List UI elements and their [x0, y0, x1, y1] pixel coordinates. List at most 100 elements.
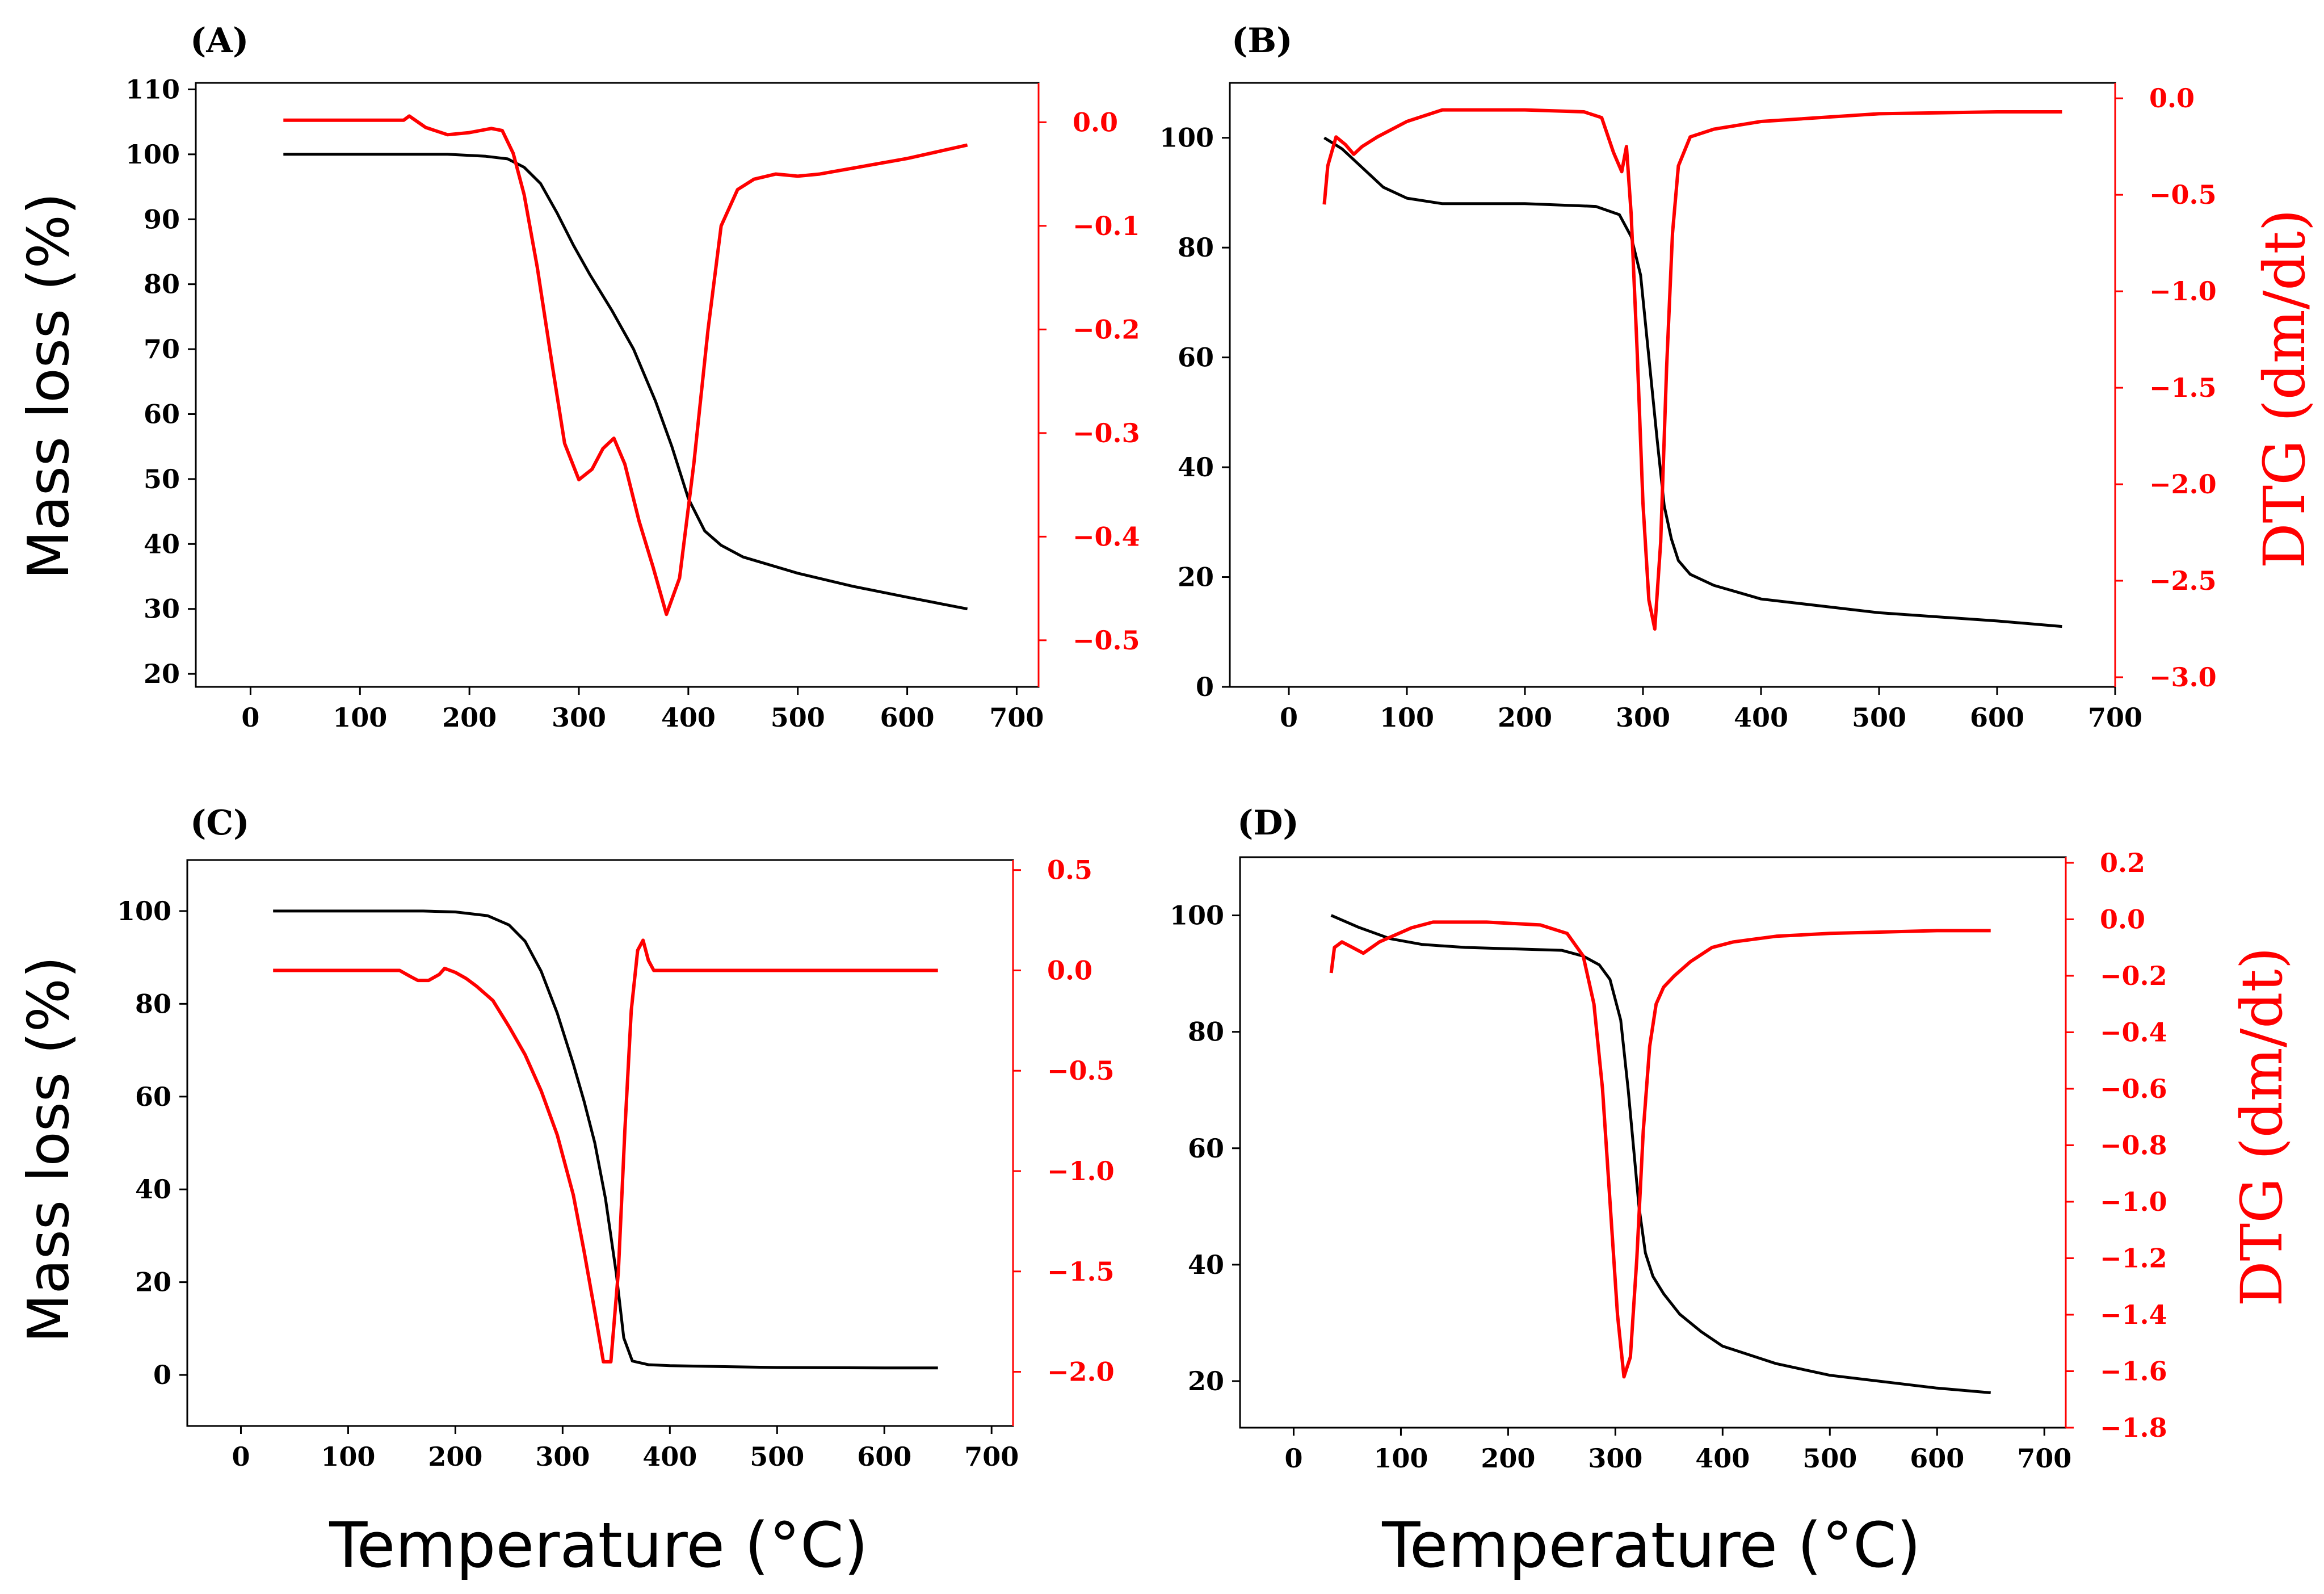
x-tick-label: 100: [333, 702, 387, 733]
y2-tick-label: −1.8: [2100, 1412, 2167, 1443]
right-axis-title-top: DTG (dm/dt): [2251, 209, 2318, 568]
y2-tick-label: −0.5: [1047, 1055, 1115, 1086]
y-tick-label: 30: [144, 594, 180, 624]
y2-tick-label: −0.6: [2100, 1073, 2167, 1104]
y-tick-label: 90: [144, 204, 180, 234]
x-tick-label: 700: [989, 702, 1044, 733]
y2-tick-label: −1.6: [2100, 1356, 2167, 1386]
x-tick-label: 500: [771, 702, 825, 733]
x-axis-title-right: Temperature (°C): [1381, 1509, 1920, 1582]
panel-c-marks: 0 100 200 300 400 500 600 700 0 20 40 60 80 100 0.5 0.0…: [117, 855, 1115, 1472]
y2-tick-label: −0.4: [2100, 1017, 2167, 1047]
x-tick-label: 0: [1280, 702, 1298, 733]
y-tick-label: 0: [1196, 672, 1214, 702]
panel-c: (C) 0 100 200 300 400 500 600 700 0 20 40 60 80 100 0.…: [117, 803, 1115, 1472]
y2-tick-label: 0.0: [2149, 83, 2195, 114]
y-tick-label: 40: [135, 1174, 171, 1205]
x-tick-label: 200: [442, 702, 497, 733]
y-tick-label: 80: [135, 988, 171, 1019]
x-tick-label: 500: [750, 1441, 804, 1472]
panel-a-label: (A): [190, 21, 249, 61]
dtg-curve: [273, 938, 938, 1364]
x-axis-title-left: Temperature (°C): [329, 1509, 868, 1582]
y-tick-label: 100: [1170, 900, 1224, 931]
y-tick-label: 20: [1188, 1366, 1224, 1396]
y2-tick-label: −1.4: [2100, 1299, 2167, 1330]
panel-a-plot-frame: [195, 82, 1040, 688]
x-tick-label: 300: [552, 702, 606, 733]
x-tick-label: 700: [2088, 702, 2142, 733]
y-tick-label: 60: [135, 1081, 171, 1112]
panel-a-marks: 0 100 200 300 400 500 600 700 20 30 40 50 60 70 80 90 10…: [125, 74, 1140, 733]
panel-d: (D) 0 100 200 300 400 500 600 700 20 40 60 80 100 0.2…: [1170, 803, 2167, 1474]
y2-tick-label: −1.5: [2149, 372, 2217, 403]
y2-tick-label: −0.2: [1073, 314, 1140, 345]
panel-d-plot-frame: [1239, 856, 2067, 1429]
x-tick-label: 600: [1970, 702, 2024, 733]
y-tick-label: 80: [144, 269, 180, 300]
x-tick-label: 500: [1802, 1443, 1857, 1474]
panel-b-plot-frame: [1229, 82, 2116, 688]
panel-b-label: (B): [1232, 21, 1293, 61]
y-tick-label: 60: [144, 398, 180, 429]
y2-tick-label: −1.0: [2100, 1186, 2167, 1217]
y-tick-label: 20: [135, 1267, 171, 1298]
y-tick-label: 80: [1188, 1017, 1224, 1047]
mass-loss-curve: [1330, 914, 1991, 1394]
y2-tick-label: 0.2: [2100, 848, 2145, 878]
panel-b-marks: 0 100 200 300 400 500 600 700 0 20 40 60 80 100 0.0 −0.…: [1159, 83, 2217, 733]
x-tick-label: 300: [1588, 1443, 1642, 1474]
y-tick-label: 100: [125, 139, 180, 170]
left-axis-title-bottom: Mass loss (%): [15, 956, 82, 1343]
panel-c-label: (C): [190, 803, 250, 843]
dtg-curve: [1329, 920, 1991, 1379]
y2-tick-label: −0.5: [2149, 179, 2217, 210]
y2-tick-label: −0.8: [2100, 1130, 2167, 1160]
y2-tick-label: −0.2: [2100, 960, 2167, 991]
y2-tick-label: −0.5: [1073, 625, 1140, 656]
y-tick-label: 40: [144, 528, 180, 559]
y-tick-label: 80: [1178, 232, 1214, 263]
x-tick-label: 0: [232, 1441, 250, 1472]
mass-loss-curve: [283, 153, 968, 611]
x-tick-label: 300: [1616, 702, 1670, 733]
left-axis-title-top: Mass loss (%): [15, 192, 82, 580]
x-tick-label: 400: [661, 702, 716, 733]
dtg-curve: [1322, 108, 2062, 631]
y2-tick-label: −2.0: [2149, 469, 2217, 500]
y-tick-label: 100: [117, 896, 171, 926]
x-tick-label: 400: [642, 1441, 697, 1472]
y2-tick-label: −0.3: [1073, 418, 1140, 448]
x-tick-label: 600: [880, 702, 935, 733]
x-tick-label: 600: [857, 1441, 911, 1472]
y2-tick-label: −0.1: [1073, 211, 1140, 241]
panel-a: (A) 0 100 200 300 400 500 600 700 20 30 40 50 60 70 80…: [125, 21, 1140, 733]
x-tick-label: 700: [964, 1441, 1019, 1472]
y2-tick-label: 0.0: [1073, 107, 1118, 137]
y2-tick-label: −1.2: [2100, 1243, 2167, 1273]
y-tick-label: 60: [1178, 342, 1214, 373]
y2-tick-label: −1.0: [2149, 276, 2217, 307]
y-tick-label: 40: [1178, 452, 1214, 483]
y2-tick-label: −0.4: [1073, 521, 1140, 552]
x-tick-label: 700: [2017, 1443, 2071, 1474]
x-tick-label: 600: [1910, 1443, 1964, 1474]
y2-tick-label: 0.5: [1047, 855, 1092, 886]
x-tick-label: 0: [1284, 1443, 1302, 1474]
y-tick-label: 50: [144, 464, 180, 494]
x-tick-label: 500: [1852, 702, 1906, 733]
x-tick-label: 200: [428, 1441, 482, 1472]
y-tick-label: 100: [1159, 123, 1214, 153]
dtg-curve: [283, 114, 968, 616]
x-tick-label: 400: [1734, 702, 1788, 733]
y-tick-label: 70: [144, 334, 180, 364]
mass-loss-curve: [1323, 136, 2062, 628]
x-tick-label: 300: [535, 1441, 590, 1472]
x-tick-label: 0: [241, 702, 259, 733]
y-tick-label: 20: [144, 658, 180, 689]
panel-d-marks: 0 100 200 300 400 500 600 700 20 40 60 80 100 0.2 0.0 −…: [1170, 848, 2167, 1474]
y-tick-label: 40: [1188, 1249, 1224, 1280]
x-tick-label: 100: [321, 1441, 375, 1472]
y2-tick-label: −2.5: [2149, 565, 2217, 596]
